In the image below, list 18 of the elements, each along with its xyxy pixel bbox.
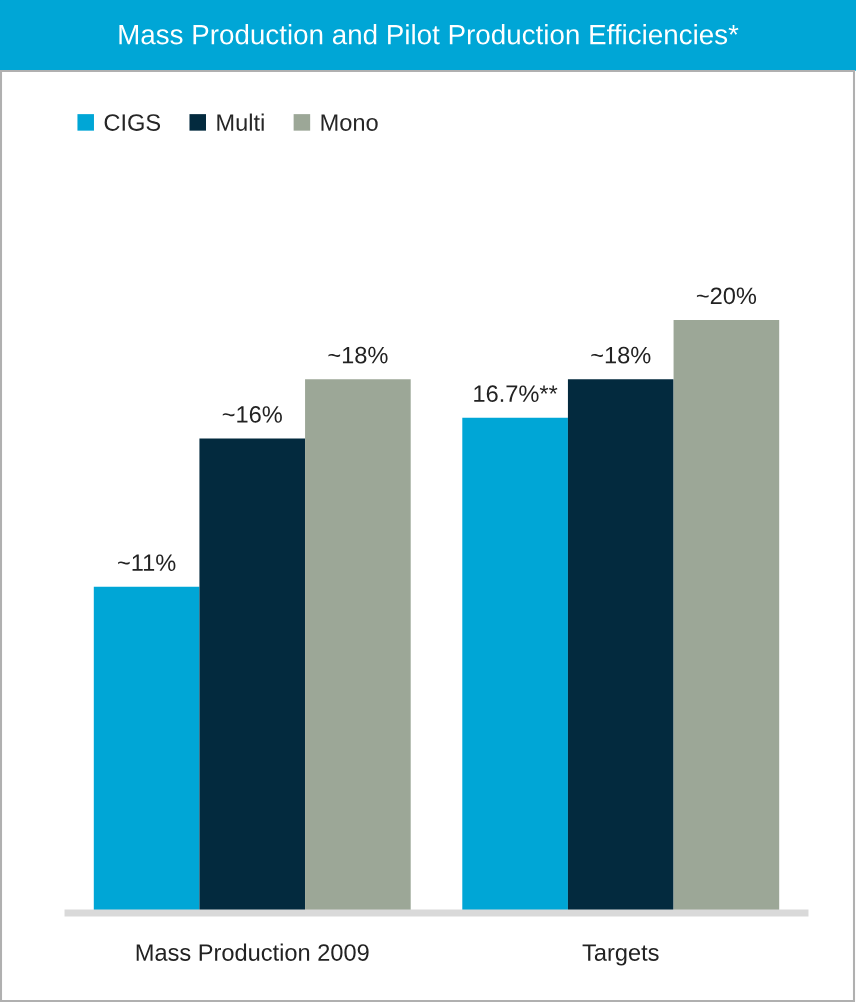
data-label: ~16% [222,406,282,423]
x-tick-label: Mass Production 2009 [136,943,369,961]
data-label: ~20% [696,287,757,305]
x-tick-label: Targets [582,944,659,966]
bar [462,417,568,913]
data-label: ~18% [328,346,388,364]
data-label: ~11% [118,554,176,571]
chart-title: Mass Production and Pilot Production Efficiencies* [119,24,739,45]
bar [567,379,674,913]
bar [199,438,306,913]
data-label: 16.7%** [474,385,558,403]
bar [305,379,411,913]
data-label: ~18% [591,346,651,364]
legend-label: CIGS [104,114,161,131]
legend-label: Multi [217,113,264,131]
bar [673,319,780,913]
legend-label: Mono [321,114,378,131]
bar [93,586,200,913]
